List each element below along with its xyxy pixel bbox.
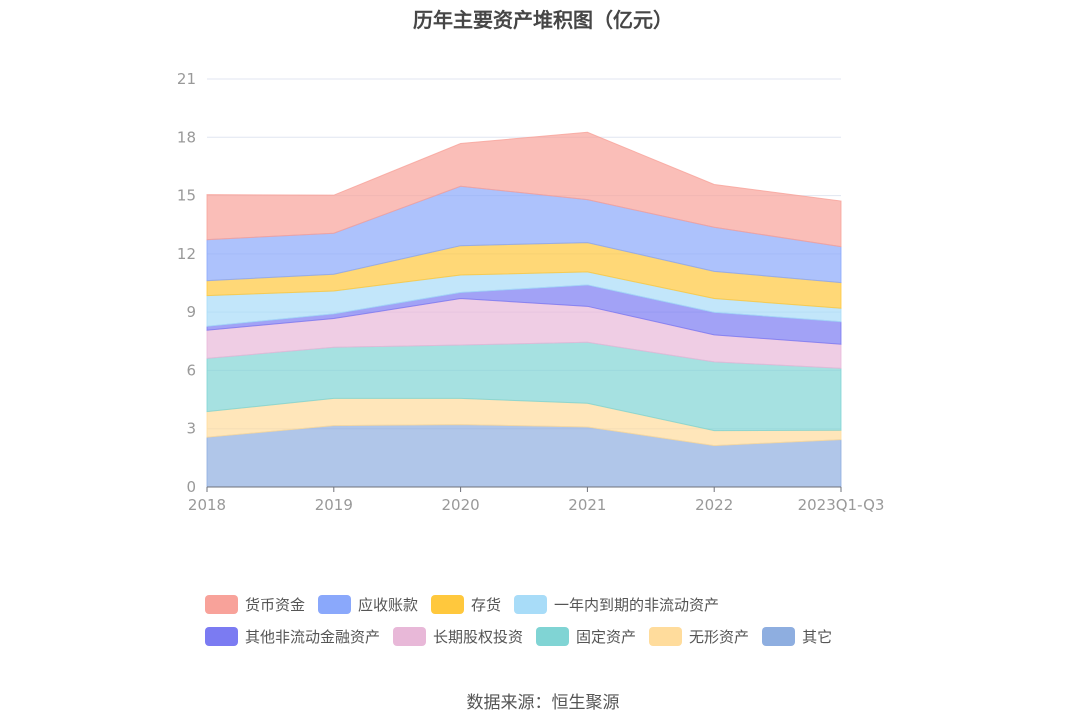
chart-title: 历年主要资产堆积图（亿元） xyxy=(413,8,673,32)
legend-label: 固定资产 xyxy=(576,628,637,646)
legend-item[interactable]: 长期股权投资 xyxy=(393,626,523,647)
y-tick-label: 0 xyxy=(186,478,196,496)
legend-swatch xyxy=(514,595,548,614)
x-tick-label: 2019 xyxy=(315,496,353,514)
x-tick-label: 2021 xyxy=(568,496,606,514)
y-tick-label: 15 xyxy=(177,187,196,205)
legend-label: 货币资金 xyxy=(245,596,306,614)
stacked-area-chart: 0 3 6 9 12 15 18 21 2018 2019 2020 2021 2022 2023Q1-Q… xyxy=(177,70,885,514)
area-8 xyxy=(206,131,842,248)
y-tick-label: 6 xyxy=(186,361,196,379)
x-tick-label: 2018 xyxy=(188,496,226,514)
legend-row-2: 其他非流动金融资产 长期股权投资 固定资产 无形资产 其它 xyxy=(205,626,845,647)
legend-swatch xyxy=(649,627,683,646)
legend-swatch xyxy=(205,595,238,614)
y-tick-label: 12 xyxy=(177,245,196,263)
legend-item[interactable]: 存货 xyxy=(431,594,501,615)
legend-label: 存货 xyxy=(471,596,502,614)
y-tick-label: 21 xyxy=(177,70,196,88)
legend-label: 其它 xyxy=(802,628,833,646)
x-tick-label: 2023Q1-Q3 xyxy=(798,496,885,514)
legend-label: 长期股权投资 xyxy=(433,628,524,646)
x-tick-label: 2020 xyxy=(442,496,480,514)
source-note: 数据来源：恒生聚源 xyxy=(466,693,620,713)
legend-item[interactable]: 应收账款 xyxy=(318,594,418,615)
legend-swatch xyxy=(431,595,465,614)
x-tick-label: 2022 xyxy=(695,496,733,514)
legend-swatch xyxy=(318,595,352,614)
legend-label: 应收账款 xyxy=(358,596,419,614)
legend-item[interactable]: 无形资产 xyxy=(649,626,749,647)
legend-label: 无形资产 xyxy=(689,628,750,646)
legend-label: 其他非流动金融资产 xyxy=(245,628,381,646)
y-tick-label: 18 xyxy=(177,128,196,146)
legend-label: 一年内到期的非流动资产 xyxy=(554,596,720,614)
y-tick-label: 9 xyxy=(186,303,196,321)
y-tick-label: 3 xyxy=(186,420,196,438)
legend-item[interactable]: 固定资产 xyxy=(536,626,636,647)
legend-item[interactable]: 货币资金 xyxy=(205,594,305,615)
legend-swatch xyxy=(205,627,238,646)
legend-row-1: 货币资金 应收账款 存货 一年内到期的非流动资产 xyxy=(205,594,732,615)
legend-item[interactable]: 其他非流动金融资产 xyxy=(205,626,380,647)
legend-swatch xyxy=(536,627,570,646)
legend-item[interactable]: 一年内到期的非流动资产 xyxy=(514,594,719,615)
legend-item[interactable]: 其它 xyxy=(762,626,832,647)
legend-swatch xyxy=(762,627,796,646)
legend-swatch xyxy=(393,627,427,646)
